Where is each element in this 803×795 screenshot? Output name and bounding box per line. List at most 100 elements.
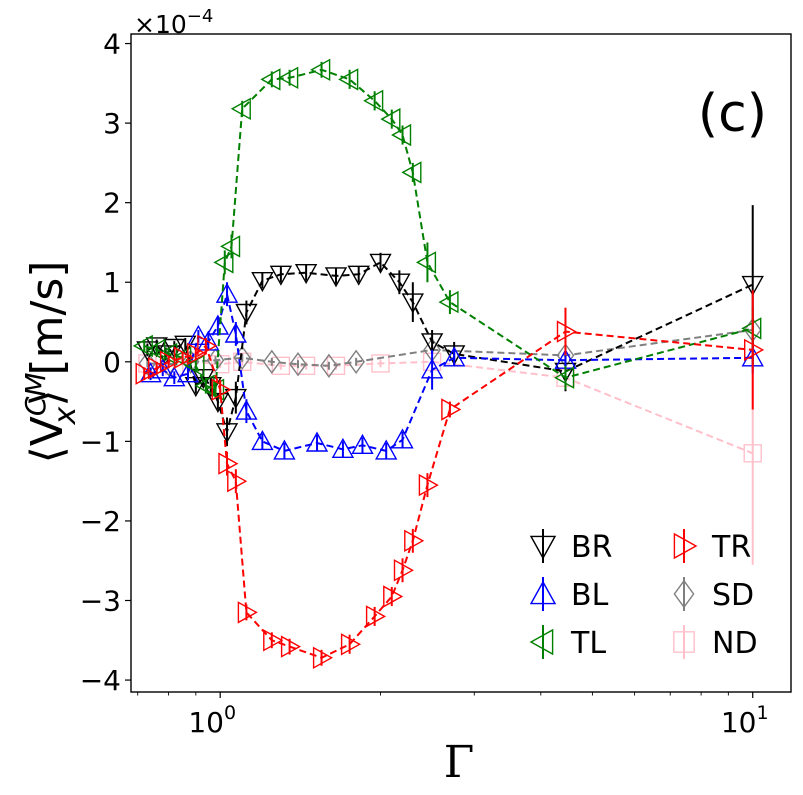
data-point: [213, 251, 234, 274]
data-point: [263, 629, 284, 652]
data-point: [401, 161, 422, 184]
data-point: [215, 423, 239, 444]
x-tick-base: 10: [721, 706, 757, 739]
data-point: [744, 338, 765, 362]
data-point: [363, 89, 384, 112]
data-point: [280, 635, 302, 658]
legend-item-br: BR: [529, 529, 612, 565]
y-tick-label: 1: [103, 266, 121, 299]
data-point: [132, 334, 153, 358]
y-scale-multiplier: ×10−4: [134, 6, 213, 39]
data-point: [420, 358, 444, 379]
series-line-br: [147, 261, 754, 436]
data-point: [233, 352, 252, 371]
legend-item-nd: ND: [673, 625, 758, 661]
data-point: [171, 346, 192, 369]
data-point: [393, 559, 414, 582]
data-point: [331, 437, 355, 458]
data-point: [148, 357, 169, 380]
y-label-main: ⟨V: [22, 416, 73, 463]
legend-item-tr: TR: [673, 529, 751, 565]
legend-item-tl: TL: [529, 625, 606, 661]
legend-item-bl: BL: [529, 577, 609, 613]
y-tick-label: −3: [80, 585, 121, 618]
legend: BR BL TL TR SD ND: [529, 529, 758, 661]
x-tick-base: 10: [188, 706, 224, 739]
legend-item-sd: SD: [673, 577, 754, 613]
data-point: [237, 601, 258, 624]
data-point: [320, 353, 338, 378]
data-point: [418, 473, 439, 497]
legend-marker: [529, 535, 557, 560]
data-point: [443, 345, 466, 366]
data-point: [391, 428, 414, 449]
data-point: [173, 346, 195, 369]
legend-marker: [673, 631, 695, 653]
data-point: [230, 97, 251, 120]
legend-label: BR: [571, 530, 612, 565]
data-point: [443, 346, 466, 367]
legend-label: TL: [570, 626, 606, 661]
data-point: [305, 431, 329, 452]
data-point: [383, 585, 404, 608]
y-label-sub: x: [48, 406, 83, 425]
plot-frame: [130, 33, 792, 693]
data-point: [289, 352, 307, 377]
data-point: [294, 264, 318, 285]
series-tl: [132, 58, 762, 401]
x-tick-exponent: 1: [756, 702, 768, 724]
data-point: [312, 646, 334, 669]
legend-marker: [673, 579, 695, 609]
data-point: [278, 66, 299, 89]
legend-label: BL: [571, 578, 609, 613]
data-point: [420, 333, 444, 354]
data-point: [554, 366, 575, 389]
y-tick-label: −2: [80, 505, 121, 538]
data-point: [215, 282, 239, 303]
data-point: [338, 68, 359, 91]
data-point: [224, 322, 247, 343]
data-point: [310, 58, 331, 81]
legend-marker: [673, 532, 698, 560]
x-tick-label: 100: [188, 702, 236, 739]
data-point: [187, 342, 208, 366]
data-point: [260, 68, 281, 91]
data-point: [251, 429, 274, 451]
data-point: [340, 633, 362, 656]
y-axis-label: ⟨VCMx⟩ [m/s]: [19, 261, 83, 464]
data-point: [271, 356, 291, 375]
plot-area: [131, 34, 791, 692]
legend-marker: [529, 580, 557, 605]
data-point: [233, 345, 252, 370]
panel-label: (c): [698, 84, 767, 144]
data-point: [365, 605, 387, 628]
legend-marker: [529, 628, 554, 656]
data-point: [224, 388, 247, 410]
series-tr: [135, 290, 765, 669]
x-tick-label: 101: [721, 702, 769, 739]
data-point: [135, 362, 156, 385]
y-tick-label: −4: [80, 664, 121, 697]
data-point: [743, 444, 762, 463]
data-point: [347, 349, 365, 374]
y-tick-label: −1: [80, 425, 121, 458]
data-point: [273, 439, 296, 460]
data-point: [324, 267, 348, 288]
data-point: [204, 378, 225, 401]
data-point: [269, 265, 293, 286]
data-point: [556, 320, 577, 343]
data-layer: [132, 58, 765, 669]
y-tick-label: 3: [103, 107, 121, 140]
x-tick-exponent: 0: [224, 702, 236, 724]
data-point: [206, 392, 230, 414]
data-point: [401, 293, 424, 314]
data-point: [296, 356, 316, 375]
data-point: [441, 398, 462, 421]
data-point: [388, 273, 411, 294]
y-tick-label: 2: [103, 187, 121, 220]
data-point: [741, 275, 764, 297]
data-point: [351, 433, 374, 454]
data-point: [438, 290, 459, 314]
data-point: [369, 253, 392, 274]
